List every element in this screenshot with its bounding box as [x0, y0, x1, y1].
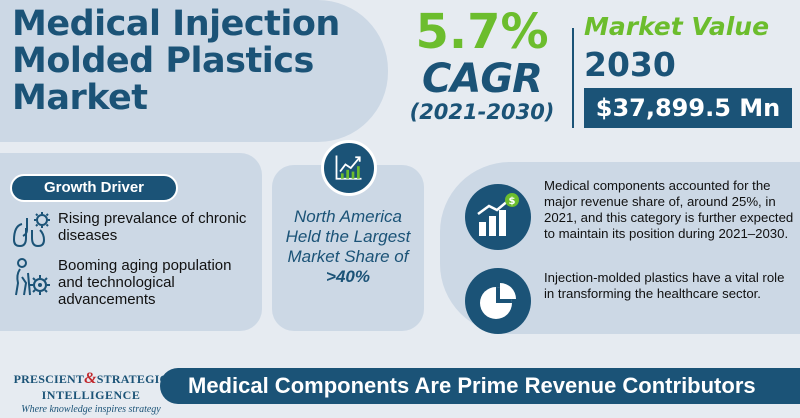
cagr-period: (2021-2030)	[409, 100, 555, 124]
footer-banner: Medical Components Are Prime Revenue Con…	[160, 368, 800, 404]
insight-text: Medical components accounted for the maj…	[544, 178, 794, 241]
logo-ampersand: &	[84, 370, 97, 387]
svg-text:$: $	[509, 196, 516, 207]
logo-word-strategic: STRATEGIC	[96, 372, 169, 386]
page-title: Medical Injection Molded Plastics Market	[12, 4, 340, 118]
market-value-block: Market Value 2030	[584, 12, 794, 84]
growth-driver-badge: Growth Driver	[10, 174, 178, 202]
driver-item: Rising prevalance of chronic diseases	[10, 210, 260, 252]
driver-item: Booming aging population and technologic…	[10, 257, 260, 308]
title-panel	[0, 0, 388, 142]
elderly-gear-icon	[15, 258, 50, 296]
market-value-label: Market Value	[584, 12, 770, 41]
logo-line1: PRESCIENT&STRATEGIC	[6, 370, 176, 388]
region-statement: North America Held the Largest Market Sh…	[276, 207, 420, 287]
region-share: >40%	[326, 267, 370, 286]
cagr-block: 5.7% CAGR (2021-2030)	[398, 6, 566, 124]
pie-chart-icon	[480, 283, 516, 319]
insight-text: Injection-molded plastics have a vital r…	[544, 270, 785, 301]
region-text: North America Held the Largest Market Sh…	[285, 207, 411, 266]
header-divider	[572, 28, 574, 128]
insight-icon-badge: $	[465, 184, 531, 250]
company-logo: PRESCIENT&STRATEGIC INTELLIGENCE Where k…	[6, 370, 176, 415]
region-icon-badge	[321, 140, 377, 196]
logo-tagline: Where knowledge inspires strategy	[21, 404, 161, 415]
logo-line2: INTELLIGENCE	[41, 388, 141, 402]
cagr-value: 5.7%	[415, 4, 549, 60]
market-value-year: 2030	[584, 45, 676, 84]
lungs-virus-icon	[12, 212, 50, 248]
logo-word-prescient: PRESCIENT	[13, 372, 85, 386]
bar-chart-dollar-icon: $	[477, 193, 519, 236]
growth-chart-icon	[335, 155, 362, 180]
market-value-amount: $37,899.5 Mn	[584, 88, 792, 128]
driver-text: Booming aging population and technologic…	[58, 257, 232, 308]
insight-icon-badge	[465, 268, 531, 334]
cagr-label: CAGR	[422, 56, 543, 102]
driver-text: Rising prevalance of chronic diseases	[58, 210, 247, 244]
